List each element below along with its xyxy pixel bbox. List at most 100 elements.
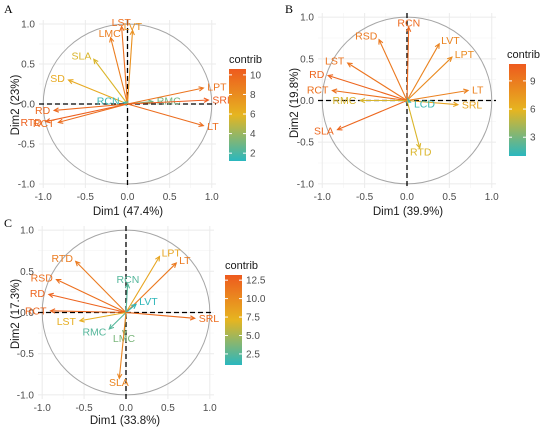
panel-a-arrowhead-srl [203, 97, 210, 103]
panel-a-arrowhead-lmc [109, 36, 115, 43]
panel-b-arrowhead-rsd [378, 38, 384, 45]
panel-b-arrowhead-rtd [416, 142, 422, 150]
panel-a-arrow-lst [121, 26, 129, 105]
panel-a-legend-tick-label: 6 [250, 110, 256, 121]
panel-a-variable-label-rd: RD [35, 105, 51, 117]
panel-a-arrow-rd [54, 103, 128, 111]
panel-a-arrow-lvt [126, 30, 134, 105]
panel-b-x-tick-label: -0.5 [356, 192, 374, 203]
panel-b-arrow-lst [347, 62, 408, 101]
panel-a-letter: A [4, 2, 13, 16]
panel-a-legend-tick-label: 8 [250, 90, 256, 101]
panel-b-variable-label-lst: LST [325, 55, 345, 67]
panel-b-arrow-sla [337, 99, 408, 131]
panel-b-x-tick-label: 0.5 [442, 192, 456, 203]
panel-c-arrow-rd [48, 293, 127, 314]
panel-b-y-tick-label: 0.5 [300, 54, 314, 65]
panel-c-letter: C [4, 216, 12, 230]
panel-b-variable-label-rtd: RTD [410, 146, 432, 158]
panel-a-arrow-rct [58, 103, 128, 123]
panel-a-legend-tick-label: 2 [250, 149, 256, 160]
panel-a-x-tick-label: -1.0 [35, 192, 53, 203]
panel-c-arrowhead-rtd [74, 260, 81, 267]
panel-b-legend-title: contrib [507, 49, 540, 61]
panel-b-arrowhead-rmc [359, 97, 366, 104]
panel-b-letter: B [285, 2, 293, 16]
panel-b-arrow-rct [332, 89, 408, 102]
panel-c-legend-tick-label: 10.0 [246, 294, 266, 305]
panel-a-plot: -1.0 -0.5 0.0 0.5 1.0 -1.0 -0.5 0.0 0.5 1.0 LSTLMC… [18, 17, 233, 203]
panel-b-legend: contrib 3 6 9 [507, 49, 540, 156]
panel-a-arrow-sd [68, 79, 128, 105]
panel-b-arrow-rcn [406, 27, 410, 101]
panel-b-legend-tick-label: 3 [530, 133, 536, 144]
panel-b-variable-label-lt: LT [472, 84, 484, 96]
panel-c-arrow-rcn [125, 283, 129, 313]
panel-c-variable-label-rct: RCT [25, 305, 47, 317]
panel-c-variable-label-rmc: RMC [82, 326, 106, 338]
panel-a-variable-label-lt: LT [207, 121, 219, 133]
panel-c-legend: contrib 2.5 5.0 7.5 10.0 12.5 [225, 260, 266, 365]
panel-b-x-tick-label: -1.0 [314, 192, 332, 203]
panel-c-legend-title: contrib [225, 260, 258, 272]
panel-c-variable-label-lst: LST [57, 316, 77, 328]
panel-a-arrowhead-sla [93, 58, 99, 65]
panel-c-arrowhead-lt [171, 262, 178, 268]
panel-c-arrow-sla [118, 312, 127, 379]
panel-b-y-axis-title: Dim2 (19.8%) [289, 68, 301, 138]
panel-c-x-axis-title: Dim1 (33.8%) [90, 415, 160, 427]
panel-b-arrow-srl [406, 99, 458, 106]
panel-b-variable-label-rmc: RMC [332, 95, 356, 107]
panel-c-plot: -1.0 -0.5 0.0 0.5 1.0 -1.0 -0.5 0.0 0.5 1.0 RTD RSD… [17, 226, 220, 414]
panel-b-y-tick-label: 0.0 [300, 96, 314, 107]
panel-b-x-tick-label: 1.0 [485, 192, 499, 203]
panel-b-arrow-lpt [406, 56, 453, 101]
panel-b-variable-label-srl: SRL [462, 99, 483, 111]
panel-c-arrow-lpt [125, 256, 160, 313]
panel-a-arrowhead-lvt [129, 29, 135, 36]
panel-b-variable-label-lvt: LVT [441, 35, 460, 47]
panel-b-arrowhead-lpt [447, 56, 453, 63]
panel-c-arrow-lst [79, 311, 127, 322]
panel-a-x-tick-label: 1.0 [205, 192, 219, 203]
panel-c-variable-label-srl: SRL [199, 313, 220, 325]
panel-c-arrow-rsd [56, 279, 127, 313]
panel-a-y-tick-label: -0.5 [18, 140, 36, 151]
panel-a: A -1.0 -0.5 0.0 0.5 1.0-1.0-0.50.00.51.0 LSTL… [4, 2, 262, 218]
panel-a-variable-label-lvt: LVT [124, 21, 143, 33]
panel-a-arrowhead-lpt [198, 86, 205, 92]
panel-b-variable-label-lcd: LCD [414, 98, 435, 110]
panel-b-arrowhead-lvt [434, 42, 440, 49]
panel-a-variable-label-sd: SD [50, 73, 65, 85]
panel-b-legend-colorbar [509, 64, 526, 156]
panel-a-arrow-lmc [110, 37, 129, 105]
panel-a-x-tick-label: -0.5 [77, 192, 95, 203]
panel-b-variable-label-rd: RD [309, 69, 325, 81]
panel-b-arrowhead-rcn [405, 25, 412, 32]
panel-c-variable-label-lmc: LMC [113, 333, 136, 345]
panel-b-variable-label-rct: RCT [307, 84, 329, 96]
panel-c-variable-label-lvt: LVT [139, 296, 158, 308]
panel-c-variable-label-sla: SLA [109, 377, 129, 389]
panel-c-x-tick-label: 1.0 [203, 403, 217, 414]
panel-c-legend-colorbar [225, 275, 242, 365]
panel-b-y-tick-label: -0.5 [297, 138, 315, 149]
panel-c-legend-tick-label: 12.5 [246, 276, 266, 287]
panel-a-legend-tick-label: 4 [250, 129, 256, 140]
panel-b-plot: -1.0 -0.5 0.0 0.5 1.0 -1.0 -0.5 0.0 0.5 1.0 RCN RSD… [297, 13, 499, 203]
panel-a-y-tick-label: 0.0 [21, 100, 35, 111]
panel-c-arrow-lvt [125, 303, 137, 313]
panel-b-variable-label-sla: SLA [314, 126, 334, 138]
panel-a-arrow-lt [127, 103, 204, 127]
panel-c-legend-tick-label: 5.0 [246, 331, 260, 342]
panel-c-legend-tick-label: 2.5 [246, 349, 260, 360]
panel-a-arrowhead-rct [57, 118, 64, 124]
panel-c-x-tick-label: 0.0 [119, 403, 133, 414]
panel-c-legend-tick-label: 7.5 [246, 313, 260, 324]
panel-a-arrow-srl [127, 99, 209, 105]
panel-c-arrowhead-lst [78, 317, 85, 323]
panel-b-variable-label-lpt: LPT [455, 49, 475, 61]
panel-a-arrowhead-lst [119, 25, 125, 32]
panel-a-arrow-rtd [45, 103, 128, 123]
panel-b-arrowhead-sla [336, 125, 343, 131]
